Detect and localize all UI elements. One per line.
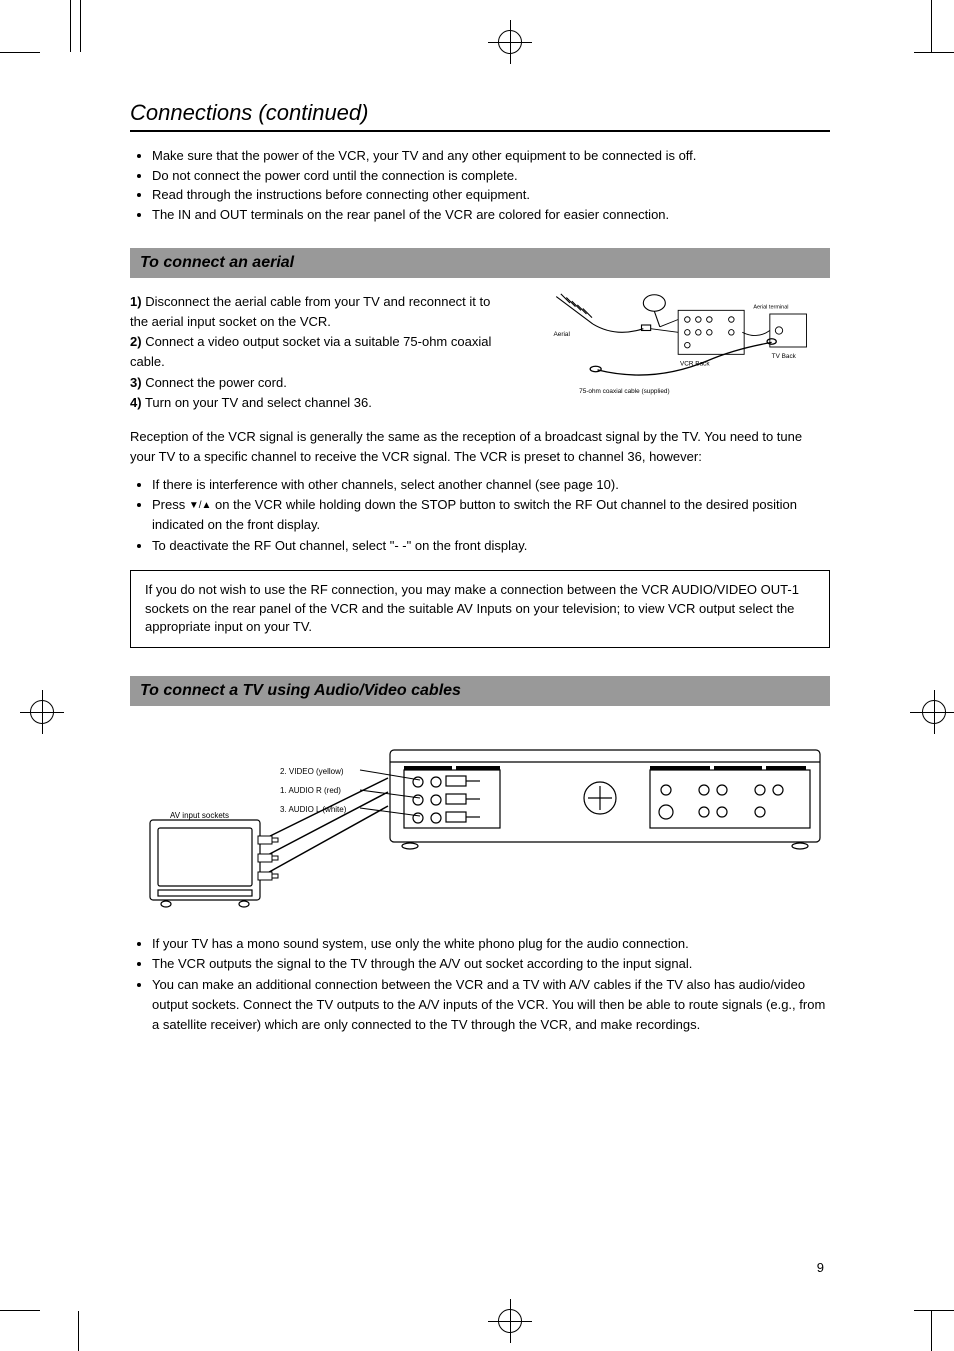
aerial-sub-bullet: If there is interference with other chan… <box>152 475 830 495</box>
av-bullet: You can make an additional connection be… <box>152 975 830 1035</box>
aerial-sub-bullet: To deactivate the RF Out channel, select… <box>152 536 830 556</box>
section-header-av: To connect a TV using Audio/Video cables <box>130 676 830 706</box>
diagram-label-coax: 75-ohm coaxial cable (supplied) <box>579 388 669 395</box>
aerial-description: Reception of the VCR signal is generally… <box>130 427 830 467</box>
intro-bullets: Make sure that the power of the VCR, you… <box>152 146 830 224</box>
step-text: Disconnect the aerial cable from your TV… <box>130 294 490 329</box>
aerial-steps: 1) Disconnect the aerial cable from your… <box>130 292 512 413</box>
label-audio-red: 1. AUDIO R (red) <box>280 786 341 795</box>
intro-bullet: The IN and OUT terminals on the rear pan… <box>152 205 830 225</box>
page-content: Connections (continued) Make sure that t… <box>130 100 830 1049</box>
label-video-yellow: 2. VIDEO (yellow) <box>280 767 344 776</box>
diagram-label-terminal: Aerial terminal <box>753 305 788 311</box>
aerial-sub-bullet: Press ▼/▲ on the VCR while holding down … <box>152 495 830 535</box>
aerial-diagram: Aerial 75-ohm coaxial cable (supplied) V… <box>530 292 830 402</box>
step-number: 4) <box>130 395 142 410</box>
diagram-label-aerial: Aerial <box>554 331 570 338</box>
step-text: Connect a video output socket via a suit… <box>130 334 491 369</box>
down-up-triangle-icon: ▼/▲ <box>189 500 212 511</box>
av-diagram: 2. VIDEO (yellow) 3. AUDIO L (white) 1. … <box>130 720 830 920</box>
av-bullet: The VCR outputs the signal to the TV thr… <box>152 954 830 974</box>
step-number: 2) <box>130 334 142 349</box>
aerial-sub-bullets: If there is interference with other chan… <box>152 475 830 556</box>
intro-bullet: Make sure that the power of the VCR, you… <box>152 146 830 166</box>
step-text: Connect the power cord. <box>145 375 287 390</box>
label-audio-white: 3. AUDIO L (white) <box>280 805 347 814</box>
label-av-input: AV input sockets <box>170 811 229 820</box>
diagram-label-tvback: TV Back <box>772 353 797 360</box>
section-header-aerial: To connect an aerial <box>130 248 830 278</box>
page-title: Connections (continued) <box>130 100 830 126</box>
step-number: 3) <box>130 375 142 390</box>
page-number: 9 <box>817 1260 824 1275</box>
av-bullet: If your TV has a mono sound system, use … <box>152 934 830 954</box>
title-block: Connections (continued) <box>130 100 830 132</box>
section-title: To connect a TV using Audio/Video cables <box>140 682 461 699</box>
section-title: To connect an aerial <box>140 254 294 271</box>
note-text: If you do not wish to use the RF connect… <box>145 582 799 635</box>
intro-bullet: Do not connect the power cord until the … <box>152 166 830 186</box>
diagram-label-vcrback: VCR Back <box>680 360 710 367</box>
note-box: If you do not wish to use the RF connect… <box>130 570 830 649</box>
aerial-row: 1) Disconnect the aerial cable from your… <box>130 292 830 413</box>
step-number: 1) <box>130 294 142 309</box>
step-text: Turn on your TV and select channel 36. <box>145 395 372 410</box>
intro-bullet: Read through the instructions before con… <box>152 185 830 205</box>
av-bullets: If your TV has a mono sound system, use … <box>152 934 830 1035</box>
